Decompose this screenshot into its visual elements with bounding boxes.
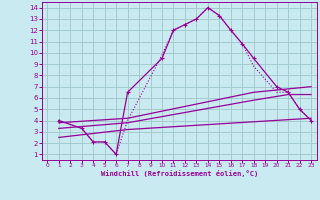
X-axis label: Windchill (Refroidissement éolien,°C): Windchill (Refroidissement éolien,°C) <box>100 170 258 177</box>
